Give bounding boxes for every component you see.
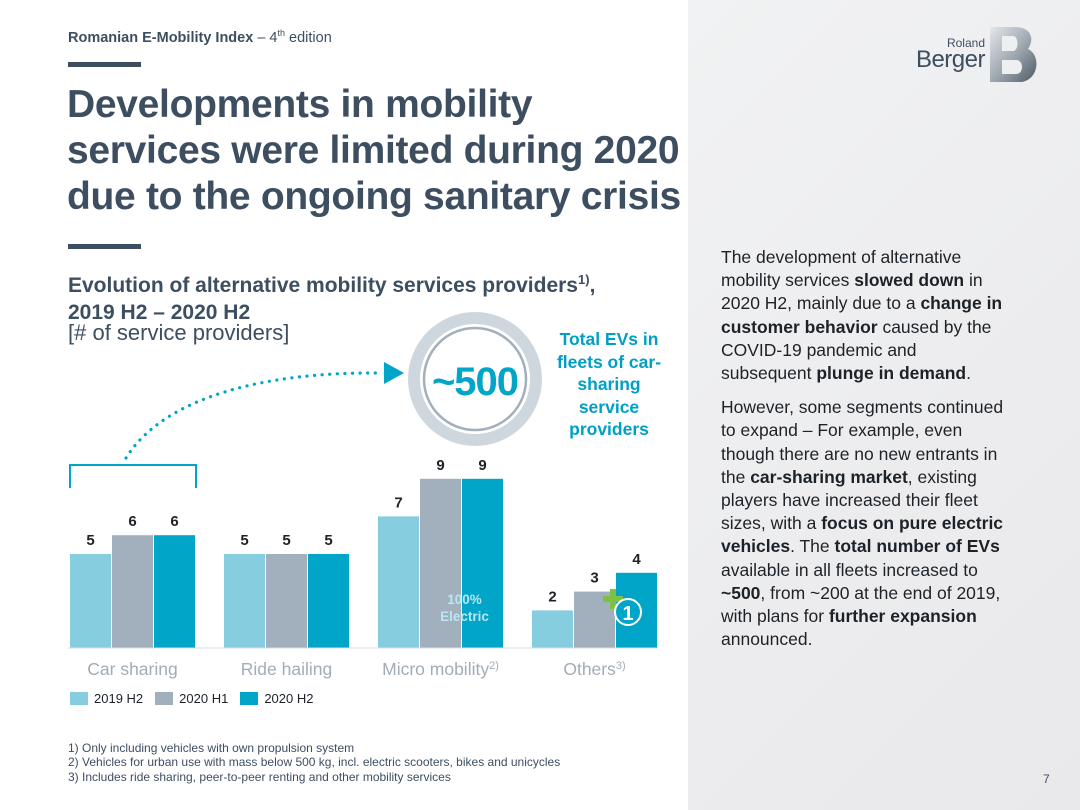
- bar-ride-hailing-2020-h1: [266, 554, 307, 648]
- bar-value-label: 5: [324, 532, 332, 549]
- new-entrant-count: 1: [622, 603, 633, 625]
- bar-value-label: 3: [590, 570, 598, 587]
- body-text-segment: in 2020 H2, mainly due to a: [721, 270, 983, 314]
- body-text-segment: available in all fleets increased to: [721, 559, 978, 580]
- chart-subtitle: Evolution of alternative mobility servic…: [68, 272, 596, 324]
- category-label: Micro mobility2): [382, 659, 499, 679]
- bar-micro-mobility-2019-h2: [378, 516, 419, 648]
- dotted-arrow-path: [124, 371, 380, 460]
- body-text-segment: , existing players have increased their …: [721, 466, 978, 534]
- bar-value-label: 9: [478, 457, 486, 474]
- bar-value-label: 9: [436, 457, 444, 474]
- body-text-segment: , from ~200 at the end of 2019, with pla…: [721, 582, 1001, 627]
- chart-units: [# of service providers]: [68, 320, 290, 345]
- bar-value-label: 5: [240, 532, 248, 549]
- body-text-segment: focus on pure electric vehicles: [721, 513, 1004, 557]
- footnote-2: 2) Vehicles for urban use with mass belo…: [68, 755, 561, 770]
- legend-label: 2019 H2: [94, 691, 144, 706]
- bar-micro-mobility-2020-h2: [462, 478, 503, 648]
- car-sharing-bracket: [69, 464, 197, 488]
- body-text: The development of alternative mobility …: [721, 246, 1006, 662]
- body-text-segment: total number of EVs: [834, 536, 1000, 557]
- bar-car-sharing-2019-h2: [70, 554, 111, 648]
- electric-annotation-line2: Electric: [440, 609, 489, 624]
- body-text-segment: change in customer behavior: [721, 293, 1003, 337]
- bar-value-label: 6: [128, 513, 136, 530]
- body-text-segment: slowed down: [854, 270, 965, 291]
- body-text-segment: However, some segments continued to expa…: [721, 397, 1004, 487]
- logo-b-mark-icon: [990, 27, 1037, 82]
- legend-swatch: [70, 692, 88, 705]
- legend-item-2020-h2: 2020 H2: [240, 691, 313, 706]
- category-label: Ride hailing: [241, 659, 332, 679]
- legend-label: 2020 H2: [264, 691, 314, 706]
- callout-text: Total EVs in fleets of car-sharing servi…: [556, 329, 662, 439]
- title-accent-bar: [68, 62, 141, 67]
- electric-annotation-line1: 100%: [447, 592, 482, 607]
- category-label: Others3): [563, 659, 625, 679]
- right-panel-background: [688, 0, 1080, 810]
- legend-item-2019-h2: 2019 H2: [70, 691, 143, 706]
- body-paragraph-1: The development of alternative mobility …: [721, 246, 1006, 385]
- page-title: Developments in mobility services were l…: [67, 83, 681, 218]
- footnote-3: 3) Includes ride sharing, peer-to-peer r…: [68, 769, 451, 784]
- body-text-segment: caused by the COVID-19 pandemic and subs…: [721, 316, 992, 384]
- new-entrant-badge: [614, 598, 642, 626]
- body-text-segment: plunge in demand: [816, 363, 967, 384]
- chart-legend: 2019 H2 2020 H1 2020 H2: [70, 691, 325, 706]
- plus-icon: [603, 589, 623, 609]
- category-label: Car sharing: [87, 659, 177, 679]
- legend-label: 2020 H1: [179, 691, 229, 706]
- bar-ride-hailing-2020-h2: [308, 554, 349, 648]
- callout-inner-circle: [422, 326, 528, 432]
- subtitle-accent-bar: [68, 244, 141, 249]
- arrow-head-icon: [384, 362, 404, 384]
- callout-value: ~500: [432, 360, 518, 404]
- bar-value-label: 5: [282, 532, 290, 549]
- footnote-1: 1) Only including vehicles with own prop…: [68, 741, 355, 755]
- body-text-segment: ~500: [721, 582, 761, 603]
- bar-value-label: 5: [86, 532, 94, 549]
- page-number: 7: [1043, 772, 1050, 786]
- legend-item-2020-h1: 2020 H1: [155, 691, 228, 706]
- edition-label: Romanian E-Mobility Index – 4th edition: [68, 28, 332, 46]
- bar-value-label: 2: [548, 588, 556, 605]
- callout-ring: [408, 312, 542, 446]
- body-text-segment: . The: [790, 536, 835, 557]
- body-text-segment: The development of alternative mobility …: [721, 247, 962, 291]
- roland-berger-logo: Roland Berger: [916, 27, 1038, 85]
- bar-ride-hailing-2019-h2: [224, 554, 265, 648]
- bar-value-label: 6: [170, 513, 178, 530]
- bar-chart: 5 6 6 5 5 5 7 9 9 2 3 4 Car sharing Ride hailing Micr…: [68, 312, 657, 679]
- bar-car-sharing-2020-h1: [112, 535, 153, 648]
- footnotes: 1) Only including vehicles with own prop…: [68, 741, 560, 784]
- body-text-segment: further expansion: [828, 606, 977, 627]
- legend-swatch: [240, 692, 259, 705]
- bar-others-2019-h2: [532, 610, 573, 648]
- legend-swatch: [155, 692, 174, 705]
- bar-value-label: 4: [632, 551, 641, 568]
- body-paragraph-2: However, some segments continued to expa…: [721, 396, 1006, 651]
- bar-value-label: 7: [394, 494, 402, 511]
- bar-micro-mobility-2020-h1: [420, 478, 461, 648]
- body-text-segment: announced.: [721, 629, 813, 650]
- body-text-segment: .: [966, 363, 971, 384]
- bar-car-sharing-2020-h2: [154, 535, 195, 648]
- body-text-segment: car-sharing market: [750, 466, 908, 487]
